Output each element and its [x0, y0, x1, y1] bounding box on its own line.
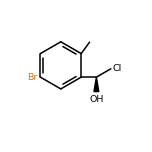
- Polygon shape: [94, 77, 99, 92]
- Text: Cl: Cl: [112, 64, 122, 73]
- Text: Br: Br: [27, 73, 37, 82]
- Text: OH: OH: [89, 95, 104, 104]
